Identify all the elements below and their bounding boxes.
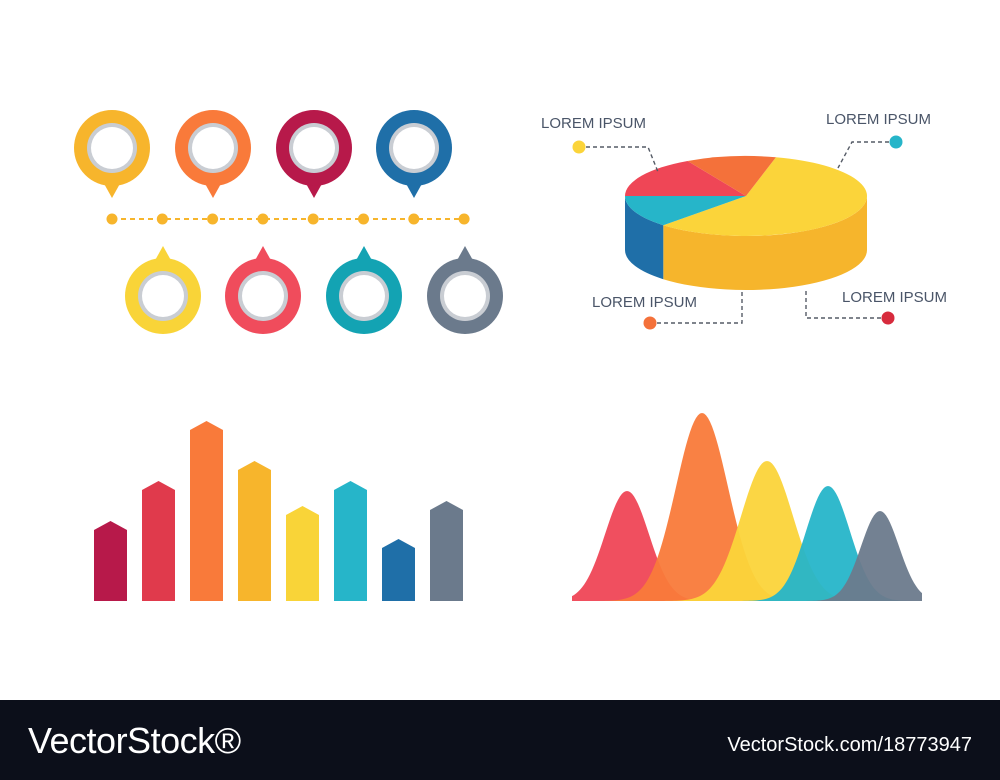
pie-label-dot <box>643 316 657 330</box>
pie-label-dot <box>889 135 903 149</box>
timeline-marker-bottom <box>225 246 301 334</box>
timeline-dot <box>106 213 118 225</box>
pie-slice <box>663 157 868 237</box>
bell-area-chart <box>572 413 922 601</box>
pie-leader-line <box>579 146 659 173</box>
pie-side <box>625 196 664 280</box>
timeline-dot <box>458 213 470 225</box>
timeline-dot <box>358 213 369 225</box>
timeline-dot <box>307 213 319 225</box>
pie-side <box>663 196 867 291</box>
pie-slice <box>687 155 776 196</box>
pie-label: LOREM IPSUM <box>842 289 947 306</box>
pie-label-dot <box>881 311 895 325</box>
marker-center <box>192 127 234 169</box>
marker-center <box>293 127 335 169</box>
bar <box>382 539 415 601</box>
bell-curve <box>572 511 922 601</box>
infographic-canvas: LOREM IPSUM LOREM IPSUM LOREM IPSUM LOREM I… <box>74 110 947 601</box>
timeline-marker-bottom <box>125 246 201 334</box>
bar <box>190 421 223 601</box>
pie-label: LOREM IPSUM <box>541 115 646 132</box>
timeline-marker-top <box>376 110 452 198</box>
bar <box>238 461 271 601</box>
timeline-dot <box>207 213 219 225</box>
timeline-dot <box>156 213 168 225</box>
pie-chart-3d: LOREM IPSUM LOREM IPSUM LOREM IPSUM LOREM I… <box>541 111 947 330</box>
pie-leader-line <box>650 292 743 324</box>
pie-label: LOREM IPSUM <box>592 294 697 311</box>
bell-curve <box>572 413 922 601</box>
bar <box>286 506 319 601</box>
bell-curve <box>572 461 922 601</box>
brand-logo: VectorStock® <box>28 720 241 761</box>
watermark-footer: VectorStock® VectorStock.com/18773947 <box>0 700 1000 780</box>
bell-curve <box>572 486 922 601</box>
timeline-dot <box>408 213 420 225</box>
pie-leader-line <box>837 141 896 169</box>
timeline-dot <box>257 213 269 225</box>
marker-center <box>242 275 284 317</box>
marker-center <box>91 127 133 169</box>
bar <box>334 481 367 601</box>
timeline-marker-top <box>175 110 251 198</box>
timeline-marker-top <box>74 110 150 198</box>
bar <box>94 521 127 601</box>
bar <box>430 501 463 601</box>
marker-center <box>393 127 435 169</box>
pie-leader-line <box>805 290 888 319</box>
pie-slice <box>625 196 746 226</box>
timeline-marker-top <box>276 110 352 198</box>
marker-center <box>343 275 385 317</box>
marker-center <box>142 275 184 317</box>
pie-slice <box>625 160 746 197</box>
pie-label: LOREM IPSUM <box>826 111 931 128</box>
pie-label-dot <box>572 140 586 154</box>
marker-center <box>444 275 486 317</box>
bar-chart <box>94 421 463 601</box>
image-id-text: VectorStock.com/18773947 <box>727 734 972 756</box>
bar <box>142 481 175 601</box>
timeline-chart <box>74 110 503 334</box>
timeline-marker-bottom <box>427 246 503 334</box>
timeline-marker-bottom <box>326 246 402 334</box>
